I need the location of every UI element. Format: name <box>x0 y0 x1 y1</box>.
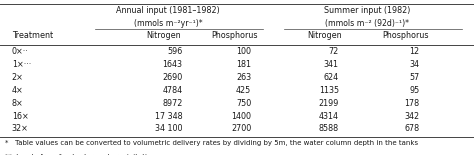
Text: 178: 178 <box>404 99 419 108</box>
Text: 596: 596 <box>167 47 182 56</box>
Text: 2700: 2700 <box>231 124 251 133</box>
Text: 425: 425 <box>236 86 251 95</box>
Text: 263: 263 <box>236 73 251 82</box>
Text: 16×: 16× <box>12 112 28 121</box>
Text: Nitrogen: Nitrogen <box>146 31 181 40</box>
Text: Summer input (1982): Summer input (1982) <box>324 6 410 15</box>
Text: 342: 342 <box>404 112 419 121</box>
Text: 2690: 2690 <box>162 73 182 82</box>
Text: 1×···: 1×··· <box>12 60 31 69</box>
Text: 2×: 2× <box>12 73 24 82</box>
Text: 1135: 1135 <box>319 86 339 95</box>
Text: 8×: 8× <box>12 99 24 108</box>
Text: 95: 95 <box>409 86 419 95</box>
Text: Annual input (1981–1982): Annual input (1981–1982) <box>117 6 220 15</box>
Text: 8972: 8972 <box>162 99 182 108</box>
Text: 57: 57 <box>409 73 419 82</box>
Text: 32×: 32× <box>12 124 29 133</box>
Text: (mmols m⁻²yr⁻¹)*: (mmols m⁻²yr⁻¹)* <box>134 19 202 28</box>
Text: **  Inputs from feedwater and precipitation: ** Inputs from feedwater and precipitati… <box>5 154 155 155</box>
Text: 1643: 1643 <box>163 60 182 69</box>
Text: 181: 181 <box>236 60 251 69</box>
Text: 100: 100 <box>236 47 251 56</box>
Text: 624: 624 <box>324 73 339 82</box>
Text: *   Table values can be converted to volumetric delivery rates by dividing by 5m: * Table values can be converted to volum… <box>5 140 418 146</box>
Text: Phosphorus: Phosphorus <box>382 31 428 40</box>
Text: 750: 750 <box>236 99 251 108</box>
Text: 4×: 4× <box>12 86 24 95</box>
Text: 34: 34 <box>410 60 419 69</box>
Text: Treatment: Treatment <box>12 31 53 40</box>
Text: 341: 341 <box>324 60 339 69</box>
Text: 17 348: 17 348 <box>155 112 182 121</box>
Text: 4784: 4784 <box>163 86 182 95</box>
Text: 0×··: 0×·· <box>12 47 28 56</box>
Text: 34 100: 34 100 <box>155 124 182 133</box>
Text: 12: 12 <box>410 47 419 56</box>
Text: 678: 678 <box>404 124 419 133</box>
Text: (mmols m⁻² (92d)⁻¹)*: (mmols m⁻² (92d)⁻¹)* <box>325 19 410 28</box>
Text: 72: 72 <box>328 47 339 56</box>
Text: Phosphorus: Phosphorus <box>211 31 258 40</box>
Text: 8588: 8588 <box>319 124 339 133</box>
Text: 4314: 4314 <box>319 112 339 121</box>
Text: 2199: 2199 <box>319 99 339 108</box>
Text: Nitrogen: Nitrogen <box>307 31 342 40</box>
Text: 1400: 1400 <box>231 112 251 121</box>
